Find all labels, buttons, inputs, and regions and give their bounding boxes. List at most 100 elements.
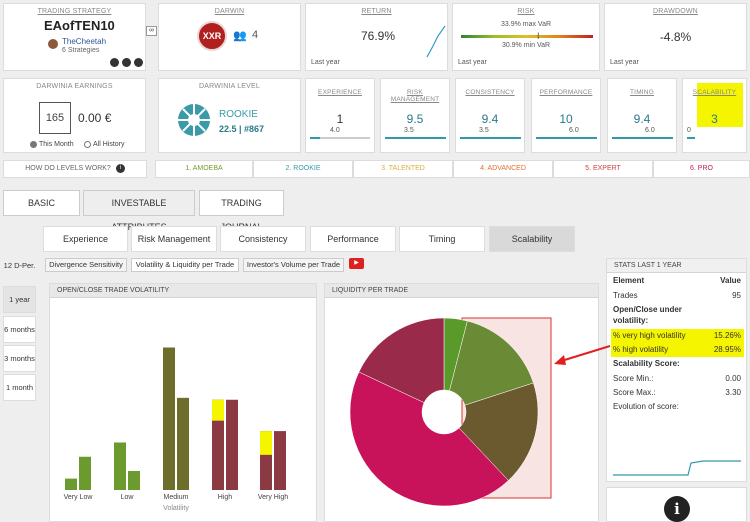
radio-all-history[interactable] [84, 141, 91, 148]
donut-slice-2[interactable] [449, 320, 534, 406]
tab-trading-journal[interactable]: TRADING JOURNAL [199, 190, 284, 232]
annotation-arrow [554, 345, 611, 365]
volatility-bar-chart: Very Low Low Medium High Very High Volatility [64, 347, 288, 512]
period-3-months[interactable]: 3 months [3, 345, 36, 372]
liquidity-panel-title: LIQUIDITY PER TRADE [325, 284, 598, 298]
subtab-experience[interactable]: Experience [43, 226, 128, 252]
risk-marker: Ι [537, 31, 540, 41]
subtab-scalability[interactable]: Scalability [489, 226, 575, 252]
subtab-timing[interactable]: Timing [399, 226, 485, 252]
earnings-card: DARWINIA EARNINGS 165 0.00 € This Month … [3, 78, 146, 153]
attr-performance[interactable]: PERFORMANCE 10 6.0 [531, 78, 601, 153]
attr-experience-sub: 4.0 [330, 127, 340, 134]
bar-very-low-open [65, 478, 77, 490]
info-panel: i [606, 487, 747, 522]
tab-investable-attributes[interactable]: INVESTABLE ATTRIBUTES [83, 190, 195, 232]
user-name[interactable]: TheCheetah [62, 37, 107, 46]
attr-experience[interactable]: EXPERIENCE 1 4.0 [305, 78, 375, 153]
x-axis-label: Volatility [163, 505, 189, 512]
strategy-count: 6 Strategies [62, 47, 100, 54]
strategy-name[interactable]: EAofTEN10 [44, 18, 115, 33]
period-1-month[interactable]: 1 month [3, 374, 36, 401]
attr-performance-title[interactable]: PERFORMANCE [539, 89, 593, 96]
attr-experience-title[interactable]: EXPERIENCE [318, 89, 362, 96]
subtab-performance[interactable]: Performance [310, 226, 396, 252]
donut-slice-3[interactable] [458, 382, 539, 481]
subtab-consistency[interactable]: Consistency [220, 226, 306, 252]
bar-very-low-close [79, 456, 91, 490]
earnings-box: 165 [39, 102, 71, 134]
level-title: DARWINIA LEVEL [198, 83, 261, 90]
darwin-badge[interactable]: XXR [197, 21, 227, 51]
stats-hv-label: % high volatility [613, 345, 669, 354]
risk-title[interactable]: RISK [517, 8, 535, 15]
attr-consistency-gauge [460, 137, 521, 139]
info-circle-icon[interactable]: i [664, 496, 690, 522]
liquidity-donut-chart [349, 317, 552, 507]
linkedin-icon[interactable] [122, 58, 131, 67]
attr-consistency-sub: 3.5 [479, 127, 489, 134]
stats-title: STATS LAST 1 YEAR [607, 259, 746, 273]
return-card: RETURN 76.9% Last year [305, 3, 448, 71]
stats-hv-value: 28.95% [713, 345, 741, 354]
stats-min-label: Score Min.: [613, 374, 654, 383]
stats-vhv-value: 15.26% [713, 331, 741, 340]
innertab-volatility-liquidity[interactable]: Volatility & Liquidity per Trade [131, 258, 239, 272]
tab-basic[interactable]: BASIC [3, 190, 80, 216]
attr-timing[interactable]: TIMING 9.4 6.0 [607, 78, 677, 153]
drawdown-period: Last year [610, 59, 639, 66]
period-label-text: 12 D-Per. [3, 261, 36, 270]
risk-card: RISK 33.9% max VaR Ι 30.9% min VaR Last … [452, 3, 600, 71]
darwin-code: XXR [202, 31, 222, 41]
drawdown-value: -4.8% [659, 30, 692, 44]
youtube-icon[interactable]: ▶ [349, 258, 364, 269]
radio-this-month[interactable] [30, 141, 37, 148]
level-advanced[interactable]: 4. ADVANCED [453, 160, 553, 178]
stats-very-high-volatility: % very high volatility 15.26% [611, 329, 744, 343]
attr-risk-management-title[interactable]: RISK MANAGEMENT [390, 89, 440, 103]
return-title[interactable]: RETURN [361, 8, 392, 15]
subtab-risk-management[interactable]: Risk Management [131, 226, 217, 252]
attr-risk-management[interactable]: RISK MANAGEMENT 9.5 3.5 [380, 78, 450, 153]
stats-vhv-label: % very high volatility [613, 331, 686, 340]
link-icon[interactable]: ∞ [146, 26, 157, 36]
period-6-months[interactable]: 6 months [3, 316, 36, 343]
level-talented[interactable]: 3. TALENTED [353, 160, 453, 178]
donut-slice-5[interactable] [358, 317, 445, 403]
stats-trades-label: Trades [613, 291, 638, 300]
facebook-icon[interactable] [134, 58, 143, 67]
level-expert[interactable]: 5. EXPERT [553, 160, 653, 178]
drawdown-card: DRAWDOWN -4.8% Last year [604, 3, 747, 71]
attr-scalability-title[interactable]: SCALABILITY [692, 89, 737, 96]
tick-label-medium: Medium [164, 494, 189, 501]
innertab-divergence[interactable]: Divergence Sensitivity [45, 258, 127, 272]
stats-max-label: Score Max.: [613, 388, 656, 397]
attr-consistency[interactable]: CONSISTENCY 9.4 3.5 [455, 78, 525, 153]
stats-trades-value: 95 [732, 291, 741, 300]
tick-label-low: Low [121, 494, 135, 501]
donut-slice-4[interactable] [349, 371, 509, 507]
stats-evo-label: Evolution of score: [613, 402, 679, 411]
level-rookie[interactable]: 2. ROOKIE [253, 160, 353, 178]
return-value: 76.9% [361, 29, 396, 43]
period-1-year[interactable]: 1 year [3, 286, 36, 313]
strategy-title: TRADING STRATEGY [37, 8, 112, 15]
attr-performance-sub: 6.0 [569, 127, 579, 134]
attr-consistency-title[interactable]: CONSISTENCY [465, 89, 515, 96]
stats-head-value: Value [720, 276, 741, 285]
info-icon[interactable]: i [115, 163, 125, 173]
level-pro[interactable]: 6. PRO [653, 160, 750, 178]
level-name: ROOKIE [219, 109, 258, 120]
stats-oc-label: Open/Close under volatility: [613, 305, 682, 325]
stats-trades: Trades 95 [611, 289, 744, 303]
risk-scale [461, 35, 593, 38]
levels-help[interactable]: HOW DO LEVELS WORK? i [3, 160, 147, 178]
attr-scalability[interactable]: SCALABILITY 3 0 [682, 78, 747, 153]
level-amoeba[interactable]: 1. AMOEBA [155, 160, 253, 178]
drawdown-title[interactable]: DRAWDOWN [653, 8, 698, 15]
attr-performance-gauge [536, 137, 597, 139]
attr-timing-title[interactable]: TIMING [630, 89, 654, 96]
twitter-icon[interactable] [110, 58, 119, 67]
innertab-investor-volume[interactable]: Investor's Volume per Trade [243, 258, 344, 272]
bar-highlight-very-high [260, 431, 272, 455]
